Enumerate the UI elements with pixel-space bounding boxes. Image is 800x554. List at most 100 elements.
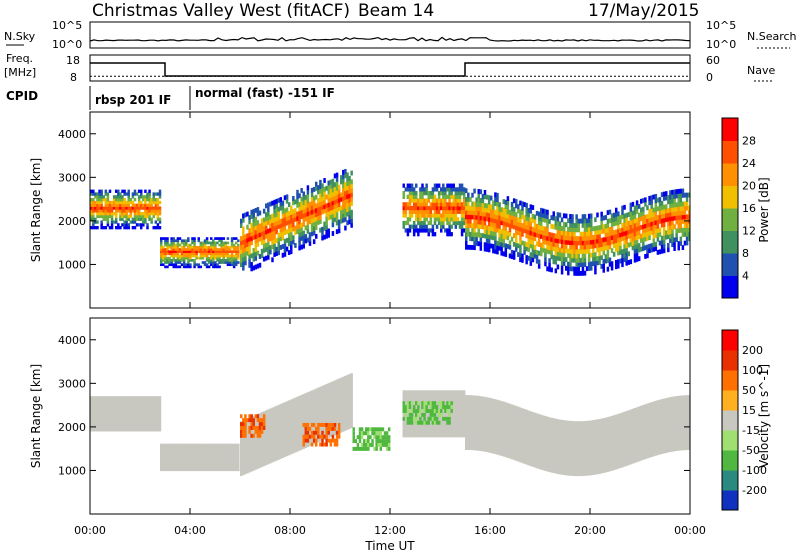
power-cell [573,270,576,276]
power-cell [600,237,603,243]
power-cell [119,217,122,221]
velocity-cell [379,431,383,436]
power-cell [412,209,416,214]
power-cell [540,207,543,213]
power-cell [435,183,439,188]
power-cell [203,239,207,243]
power-cell [519,248,522,254]
power-cell [515,220,518,226]
power-cell [319,227,322,233]
power-cell [654,193,658,199]
power-cell [279,231,283,237]
power-cell [335,203,339,208]
velocity-cell [671,396,674,452]
power-cell [240,253,243,259]
power-cell [100,212,103,216]
power-cell [158,192,162,196]
power-cell [462,191,466,196]
power-cell [496,192,499,198]
power-cell [685,231,689,237]
power-cell [94,195,97,199]
power-cell [254,229,258,235]
velocity-cell [258,418,262,423]
power-cell [417,198,420,203]
velocity-cell [683,395,687,451]
power-cell [587,218,591,223]
power-cell [412,205,416,211]
power-cell [408,187,412,192]
power-cell [619,249,622,255]
power-cell [583,248,587,254]
velocity-cell [160,443,163,472]
power-cell [335,216,339,222]
power-cell [652,194,655,200]
power-cell [182,254,186,258]
power-cell [556,238,560,244]
power-cell [619,245,622,251]
power-cell [675,193,678,199]
power-cell [156,223,160,227]
power-cell [220,261,223,264]
power-cell [633,214,637,220]
power-cell [577,227,580,233]
velocity-cell [437,409,441,413]
power-cell [498,219,501,225]
power-cell [417,213,420,218]
power-cell [658,231,662,237]
velocity-cell [306,426,310,431]
power-cell [650,225,653,231]
power-cell [199,265,203,269]
power-cell [448,194,451,199]
power-cell [142,212,145,216]
power-cell [144,189,147,193]
power-cell [160,248,163,251]
power-cell [273,204,276,210]
power-cell [594,239,597,244]
power-cell [644,236,647,242]
power-cell [214,250,217,253]
power-cell [642,219,645,225]
power-cell [294,216,297,222]
power-cell [108,200,112,205]
power-cell [575,253,578,259]
velocity-cell [323,434,326,439]
power-cell [644,219,647,225]
power-cell [127,226,130,230]
power-cell [612,212,616,218]
power-cell [298,228,301,234]
power-cell [212,239,215,243]
power-cell [317,198,320,204]
velocity-cell [360,427,364,432]
velocity-cell [148,396,151,432]
velocity-cell [408,401,412,406]
power-cell [164,254,167,258]
velocity-cell [185,443,188,472]
power-cell [492,235,495,241]
velocity-cell [319,422,322,427]
power-cell [174,261,178,264]
power-cell [252,230,255,236]
power-cell [340,210,343,215]
power-cell [212,256,215,260]
power-cell [162,256,165,260]
power-cell [665,204,668,210]
power-cell [180,245,184,249]
power-cell [210,245,213,249]
power-cell [158,200,162,205]
velocity-cell [446,390,449,438]
velocity-cell [302,438,305,443]
velocity-cell [431,409,435,413]
power-cell [199,241,203,245]
power-cell [506,200,510,206]
power-cell [685,192,689,198]
power-cell [469,223,472,229]
colorbar-swatch [722,275,738,299]
power-cell [315,203,318,209]
power-cell [579,257,583,263]
power-cell [129,206,133,210]
power-cell [287,223,291,229]
power-cell [573,236,576,241]
power-cell [529,256,533,262]
power-cell [558,251,562,257]
power-cell [207,241,211,245]
